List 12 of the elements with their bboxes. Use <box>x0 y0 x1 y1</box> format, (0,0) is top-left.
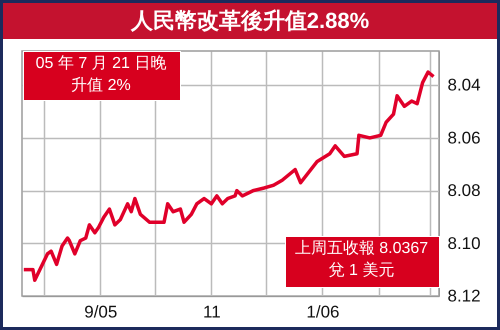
x-tick-label: 9/05 <box>84 302 118 322</box>
y-tick-label: 8.06 <box>448 128 481 148</box>
line-series <box>22 70 436 282</box>
x-tick-label: 11 <box>203 302 221 322</box>
y-tick-label: 8.12 <box>448 286 481 306</box>
y-tick-label: 8.08 <box>448 181 481 200</box>
y-tick-label: 8.10 <box>448 234 481 253</box>
annotation: 05 年 7 月 21 日晚升值 2% <box>34 54 168 96</box>
annotation: 上周五收報 8.0367兌 1 美元 <box>294 238 430 281</box>
chart-title: 人民幣改革後升值2.88% <box>3 3 497 39</box>
x-tick-label: 1/06 <box>306 302 340 322</box>
y-tick-label: 8.04 <box>448 76 481 95</box>
